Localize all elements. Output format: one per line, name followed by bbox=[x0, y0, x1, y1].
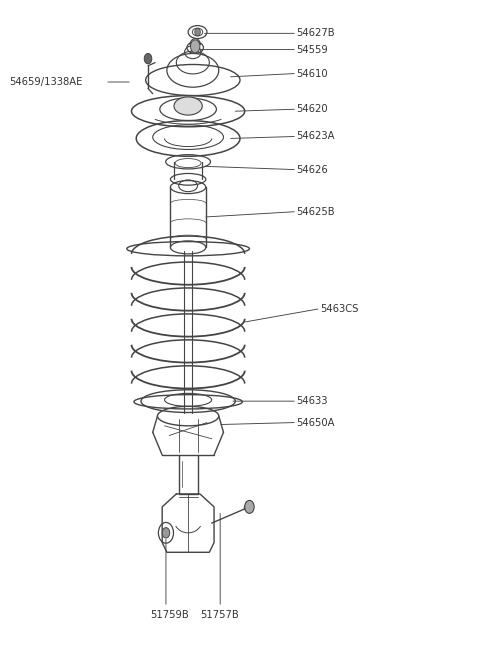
Circle shape bbox=[162, 528, 170, 538]
Circle shape bbox=[195, 28, 200, 36]
Text: 5463CS: 5463CS bbox=[320, 304, 359, 314]
Text: 54633: 54633 bbox=[297, 396, 328, 406]
Circle shape bbox=[144, 53, 152, 64]
Text: 54650A: 54650A bbox=[297, 418, 335, 428]
Text: 54625B: 54625B bbox=[297, 207, 335, 217]
Text: 51757B: 51757B bbox=[200, 610, 239, 620]
Text: 54626: 54626 bbox=[297, 164, 328, 175]
Circle shape bbox=[191, 40, 200, 53]
Text: 54559: 54559 bbox=[297, 45, 328, 55]
Text: 54623A: 54623A bbox=[297, 131, 335, 141]
Circle shape bbox=[245, 501, 254, 513]
Text: 54620: 54620 bbox=[297, 104, 328, 114]
Ellipse shape bbox=[174, 97, 202, 115]
Text: 51759B: 51759B bbox=[150, 610, 189, 620]
Text: 54610: 54610 bbox=[297, 68, 328, 79]
Text: 54627B: 54627B bbox=[297, 28, 335, 38]
Text: 54659/1338AE: 54659/1338AE bbox=[9, 77, 82, 87]
